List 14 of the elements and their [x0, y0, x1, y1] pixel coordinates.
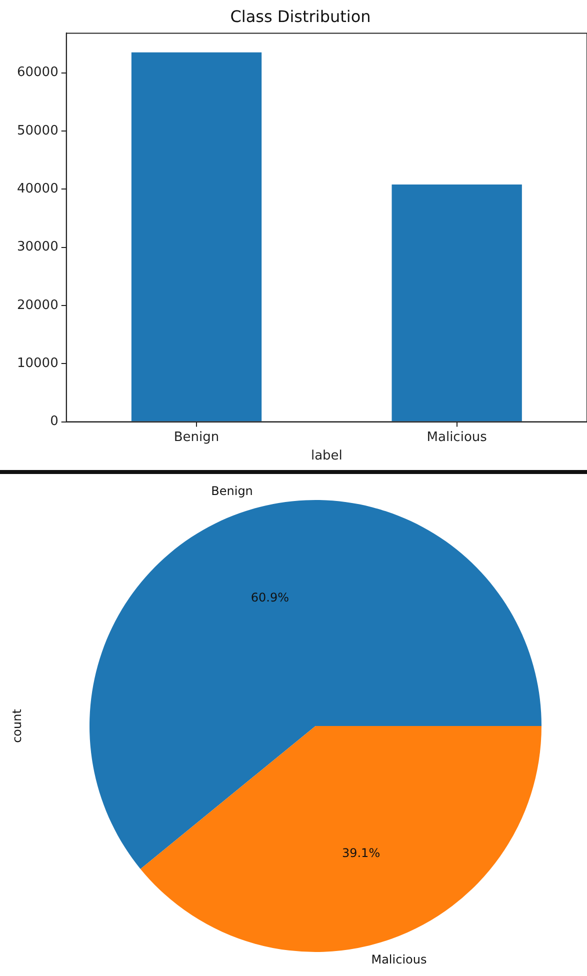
- data-label: 39.1%: [342, 846, 380, 860]
- data-label: 60.9%: [250, 590, 290, 604]
- y-tick-label: 0: [50, 414, 58, 430]
- y-tick-label: 60000: [16, 65, 58, 80]
- y-tick-label: 50000: [16, 123, 58, 138]
- y-tick-label: 40000: [16, 181, 58, 196]
- slice-label: Benign: [211, 484, 253, 498]
- y-tick-label: 10000: [16, 356, 58, 371]
- x-axis-title: label: [310, 448, 342, 464]
- y-tick-label: 30000: [16, 240, 58, 255]
- y-tick-label: 20000: [16, 298, 58, 313]
- chart-title: Class Distribution: [230, 6, 371, 26]
- text: count: [10, 708, 24, 743]
- slice-label: Malicious: [371, 952, 427, 966]
